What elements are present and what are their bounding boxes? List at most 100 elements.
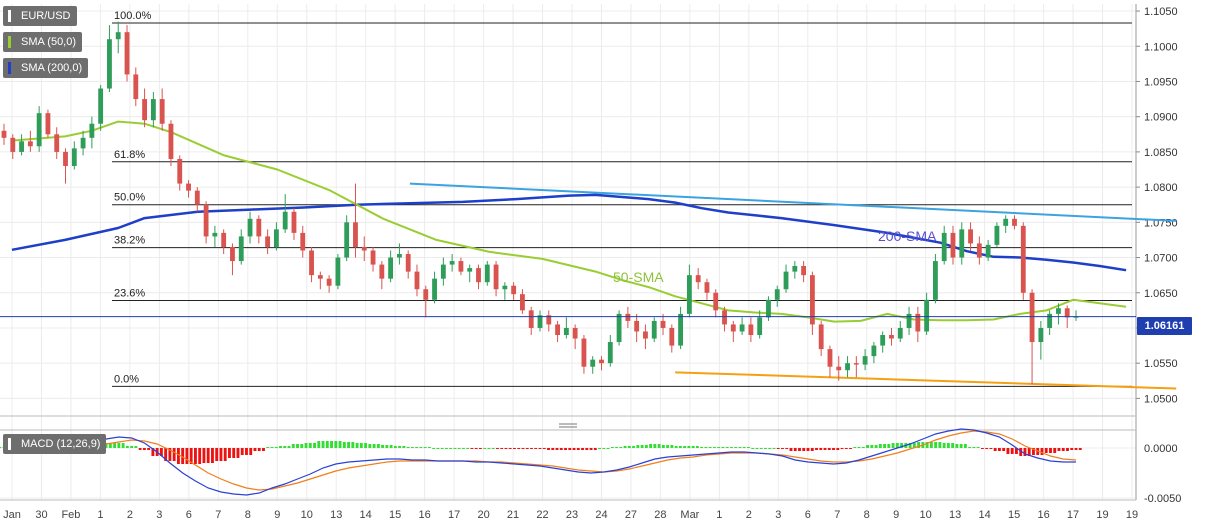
macd-histogram-bar: [593, 448, 597, 450]
macd-histogram-bar: [861, 447, 865, 448]
candle-body: [783, 271, 789, 290]
macd-histogram-bar: [644, 445, 648, 448]
candle-body: [686, 275, 692, 314]
macd-histogram-bar: [483, 448, 487, 449]
macd-histogram-bar: [279, 446, 282, 448]
candle-body: [748, 324, 754, 336]
fib-level-label: 100.0%: [114, 10, 152, 22]
candle-body: [924, 299, 930, 332]
legend-macd[interactable]: MACD (12,26,9): [3, 434, 107, 454]
candle-body: [19, 141, 24, 152]
macd-histogram-bar: [963, 444, 967, 448]
macd-histogram-bar: [347, 442, 351, 448]
macd-histogram-bar: [534, 448, 538, 449]
candle-body: [203, 204, 209, 237]
macd-histogram-bar: [466, 448, 470, 449]
macd-histogram-bar: [687, 446, 691, 448]
macd-histogram-bar: [764, 448, 767, 449]
y-tick-label: 1.0900: [1144, 112, 1178, 124]
x-tick-label: 3: [775, 509, 781, 521]
macd-histogram-bar: [1049, 448, 1052, 453]
candle-body: [405, 254, 411, 272]
x-tick-label: 28: [654, 509, 666, 521]
fib-level-label: 0.0%: [114, 373, 139, 385]
candle-body: [361, 246, 367, 251]
macd-histogram-bar: [257, 448, 261, 451]
macd-histogram-bar: [364, 443, 368, 448]
legend-symbol[interactable]: EUR/USD: [3, 6, 77, 26]
macd-y-tick-label: 0.0000: [1144, 443, 1178, 455]
macd-histogram-bar: [559, 448, 563, 450]
candle-body: [537, 315, 543, 328]
x-tick-label: 13: [949, 509, 961, 521]
macd-histogram-bar: [398, 446, 402, 448]
candle-body: [1073, 316, 1079, 318]
x-tick-label: 30: [35, 509, 47, 521]
legend-macd-label: MACD (12,26,9): [21, 438, 101, 450]
candle-body: [563, 327, 569, 336]
candle-body: [669, 327, 675, 346]
macd-histogram-bar: [219, 448, 223, 461]
legend-sma50[interactable]: SMA (50,0): [3, 32, 83, 52]
macd-histogram-bar: [308, 443, 312, 448]
macd-histogram-bar: [942, 443, 946, 448]
macd-histogram-bar: [691, 446, 695, 448]
candle-body: [300, 232, 306, 251]
y-tick-label: 1.0500: [1144, 393, 1178, 405]
macd-histogram-bar: [202, 448, 206, 463]
macd-histogram-bar: [734, 447, 738, 448]
candle-body: [634, 320, 640, 332]
macd-histogram-bar: [1078, 448, 1082, 450]
macd-histogram-bar: [678, 446, 682, 448]
macd-histogram-bar: [117, 443, 121, 448]
macd-histogram-bar: [980, 448, 984, 449]
macd-histogram-bar: [138, 448, 142, 450]
macd-histogram-bar: [240, 448, 244, 455]
candle-body: [766, 299, 771, 318]
macd-histogram-bar: [742, 447, 746, 448]
macd-histogram-bar: [440, 448, 444, 449]
macd-histogram-bar: [283, 446, 287, 448]
macd-histogram-bar: [585, 448, 589, 450]
macd-histogram-bar: [1066, 448, 1069, 451]
candle-body: [177, 158, 183, 184]
candle-body: [80, 137, 86, 149]
macd-histogram-bar: [572, 448, 576, 450]
candle-body: [115, 32, 121, 40]
candle-body: [10, 137, 16, 152]
candle-body: [818, 324, 824, 350]
macd-histogram-bar: [844, 448, 848, 449]
macd-histogram-bar: [1040, 448, 1044, 455]
macd-histogram-bar: [815, 448, 818, 450]
candle-body: [730, 324, 736, 332]
x-tick-label: 7: [834, 509, 840, 521]
x-tick-label: Mar: [680, 509, 699, 521]
macd-histogram-bar: [891, 443, 895, 448]
macd-line-macd: [3, 428, 1076, 496]
macd-histogram-bar: [959, 444, 963, 448]
macd-histogram-bar: [427, 447, 431, 448]
macd-histogram-bar: [1006, 448, 1010, 454]
macd-histogram-bar: [432, 448, 436, 449]
macd-histogram-bar: [772, 448, 776, 449]
macd-histogram-bar: [955, 444, 959, 448]
x-tick-label: 20: [477, 509, 489, 521]
macd-histogram-bar: [479, 448, 482, 449]
x-tick-label: 2: [127, 509, 133, 521]
macd-histogram-bar: [402, 446, 406, 448]
macd-histogram-bar: [419, 447, 423, 448]
candle-body: [722, 310, 727, 325]
macd-histogram-bar: [449, 448, 453, 449]
legend-sma200[interactable]: SMA (200,0): [3, 58, 89, 78]
macd-histogram-bar: [636, 445, 640, 448]
candle-body: [484, 264, 490, 283]
macd-histogram-bar: [359, 443, 363, 448]
x-tick-label: 14: [360, 509, 372, 521]
macd-histogram-bar: [657, 444, 661, 448]
macd-histogram-bar: [632, 446, 636, 448]
macd-histogram-bar: [461, 448, 465, 449]
candle-body: [836, 366, 842, 371]
candle-body: [520, 294, 525, 311]
macd-histogram-bar: [789, 448, 793, 451]
